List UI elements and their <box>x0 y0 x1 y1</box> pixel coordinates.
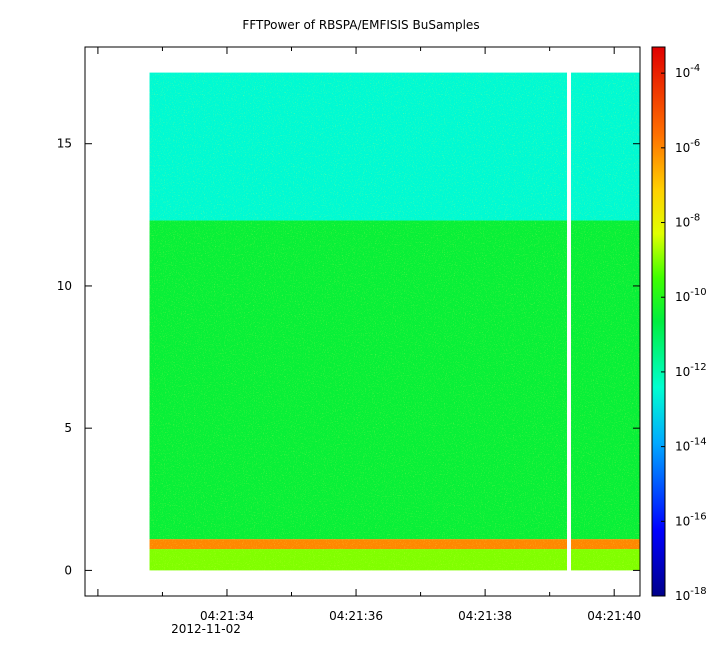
colorbar-tick-label: 10-8 <box>675 213 700 230</box>
x-date-label: 2012-11-02 <box>171 622 241 636</box>
colorbar-tick-label: 10-12 <box>675 362 707 379</box>
colorbar-ticks: 10-4 10-6 10-8 10-10 10-12 10-14 10-16 10-18 <box>661 63 707 603</box>
colorbar-tick-label: 10-6 <box>675 138 700 155</box>
x-tick-label: 04:21:40 <box>587 609 641 623</box>
chart-title: FFTPower of RBSPA/EMFISIS BuSamples <box>242 18 479 32</box>
colorbar-tick-label: 10-4 <box>675 63 700 80</box>
plot-area <box>149 71 640 572</box>
y-tick-label: 5 <box>64 421 72 435</box>
y-tick-label: 0 <box>64 563 72 577</box>
colorbar-tick-label: 10-18 <box>675 586 707 603</box>
colorbar <box>651 46 666 597</box>
y-tick-label: 10 <box>57 279 72 293</box>
y-tick-label: 15 <box>57 137 72 151</box>
axes: 0 5 10 15 04:21:34 04:21:36 04:21:38 04:21:40 <box>57 47 641 623</box>
data-gap <box>567 71 572 572</box>
spectrogram-noise <box>149 72 640 571</box>
colorbar-tick-label: 10-16 <box>675 511 707 528</box>
plot-frame <box>84 46 641 597</box>
x-tick-label: 04:21:38 <box>458 609 512 623</box>
colorbar-tick-label: 10-10 <box>675 287 707 304</box>
x-tick-label: 04:21:34 <box>200 609 254 623</box>
colorbar-tick-label: 10-14 <box>675 437 707 454</box>
x-tick-label: 04:21:36 <box>329 609 383 623</box>
